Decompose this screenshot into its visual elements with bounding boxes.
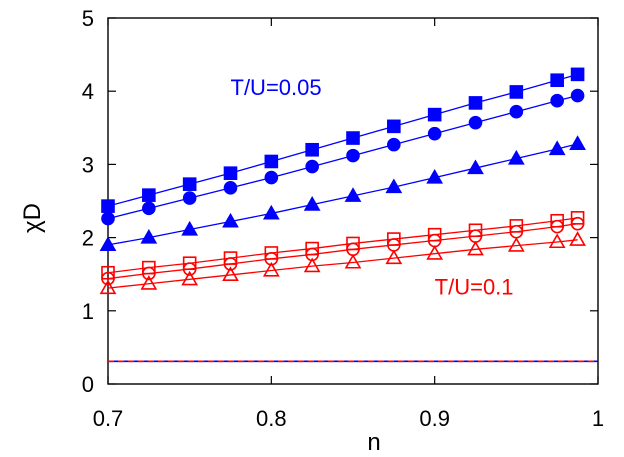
data-point-square: [347, 132, 359, 144]
y-tick-label: 4: [82, 79, 94, 104]
series-0: [102, 68, 584, 212]
data-point-circle: [572, 90, 584, 102]
data-point-circle: [306, 161, 318, 173]
x-tick-label: 0.9: [419, 406, 450, 431]
data-point-square: [388, 120, 400, 132]
data-point-circle: [510, 106, 522, 118]
y-axis-label: χD: [19, 203, 46, 233]
data-point-circle: [551, 95, 563, 107]
y-tick-label: 5: [82, 6, 94, 31]
data-point-square: [572, 68, 584, 80]
data-point-square: [143, 189, 155, 201]
y-tick-label: 2: [82, 226, 94, 251]
x-tick-label: 0.7: [93, 406, 124, 431]
data-point-square: [102, 200, 114, 212]
data-point-square: [470, 97, 482, 109]
annotation-label: T/U=0.1: [435, 275, 514, 300]
data-point-circle: [225, 182, 237, 194]
data-point-square: [265, 155, 277, 167]
data-point-square: [184, 178, 196, 190]
series-3: [102, 212, 584, 279]
data-point-circle: [265, 172, 277, 184]
annotation-label: T/U=0.05: [231, 75, 322, 100]
data-point-triangle: [571, 233, 585, 245]
data-point-square: [551, 74, 563, 86]
x-tick-label: 1: [592, 406, 604, 431]
data-point-square: [510, 86, 522, 98]
data-point-circle: [184, 192, 196, 204]
data-point-circle: [470, 117, 482, 129]
data-point-circle: [143, 202, 155, 214]
series-2: [101, 137, 585, 250]
data-point-circle: [429, 128, 441, 140]
series-line: [108, 74, 578, 206]
x-axis-label: n: [367, 429, 380, 452]
series-1: [102, 90, 584, 225]
series-line: [108, 96, 578, 219]
data-point-triangle: [571, 137, 585, 149]
y-tick-label: 1: [82, 299, 94, 324]
series-line: [108, 144, 578, 245]
series-line: [108, 218, 578, 273]
data-point-square: [429, 109, 441, 121]
data-point-square: [225, 167, 237, 179]
data-point-circle: [388, 139, 400, 151]
x-tick-label: 0.8: [256, 406, 287, 431]
data-point-circle: [102, 213, 114, 225]
y-tick-label: 3: [82, 152, 94, 177]
y-tick-label: 0: [82, 372, 94, 397]
data-point-square: [306, 144, 318, 156]
data-point-circle: [347, 150, 359, 162]
